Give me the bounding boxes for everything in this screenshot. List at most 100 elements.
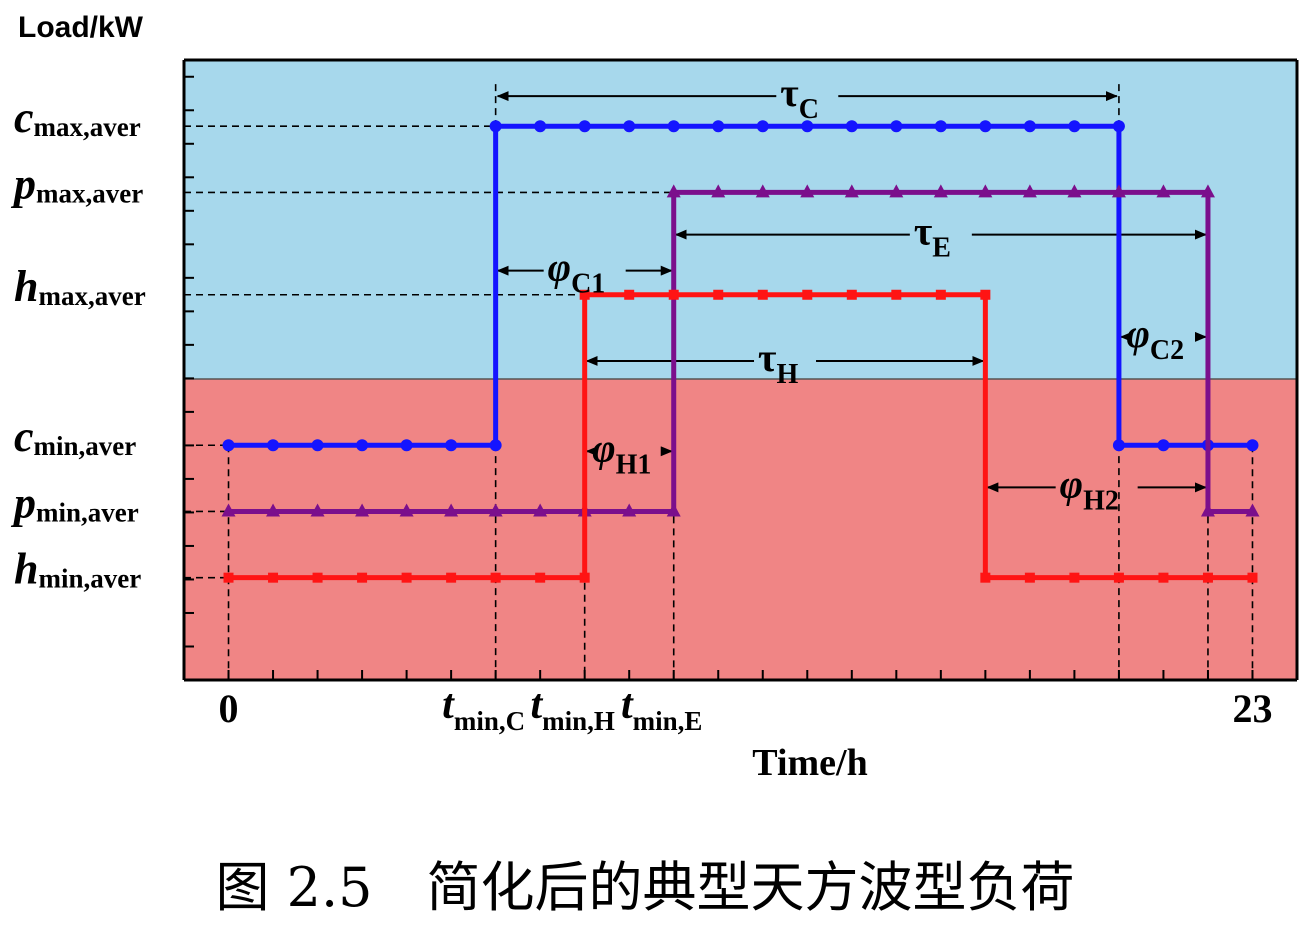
marker-h: [1024, 572, 1035, 583]
marker-h: [223, 572, 234, 583]
marker-h: [1113, 572, 1124, 583]
marker-c: [534, 120, 547, 133]
marker-h: [980, 572, 991, 583]
marker-p: [711, 184, 726, 198]
marker-p: [755, 184, 770, 198]
marker-p: [1067, 184, 1082, 198]
region-1: [184, 379, 1297, 680]
marker-c: [1157, 439, 1170, 452]
marker-h: [1202, 572, 1213, 583]
marker-h: [1069, 572, 1080, 583]
axes: [182, 58, 1299, 682]
marker-p: [978, 184, 993, 198]
marker-h: [535, 572, 546, 583]
marker-h: [668, 289, 679, 300]
marker-c: [667, 120, 680, 133]
marker-p: [889, 184, 904, 198]
y-axis-label: Load/kW: [18, 11, 144, 44]
marker-c: [712, 120, 725, 133]
marker-p: [488, 503, 503, 517]
annotation-label-C2: φC2: [1126, 311, 1184, 366]
marker-p: [1200, 184, 1215, 198]
marker-c: [623, 120, 636, 133]
y-label-p_min: pmin,aver: [10, 478, 139, 527]
marker-p: [1156, 184, 1171, 198]
marker-c: [489, 120, 502, 133]
marker-h: [446, 572, 457, 583]
marker-c: [445, 439, 458, 452]
y-label-c_min: cmin,aver: [14, 412, 136, 461]
marker-c: [979, 120, 992, 133]
marker-h: [579, 289, 590, 300]
marker-p: [800, 184, 815, 198]
marker-c: [890, 120, 903, 133]
marker-c: [489, 439, 502, 452]
marker-h: [357, 572, 368, 583]
labels: τC τE τH φC1 φC2 φH1 φH2 cmax,aver pmax,aver hmax…: [10, 70, 1272, 736]
marker-p: [444, 503, 459, 517]
marker-c: [801, 120, 814, 133]
marker-p: [1111, 184, 1126, 198]
marker-h: [757, 289, 768, 300]
marker-p: [533, 503, 548, 517]
x-tick-label: 23: [1232, 686, 1272, 731]
marker-h: [579, 572, 590, 583]
marker-c: [1068, 120, 1081, 133]
marker-h: [624, 289, 635, 300]
region-0: [184, 60, 1297, 380]
marker-p: [666, 184, 681, 198]
marker-h: [268, 572, 279, 583]
marker-p: [355, 503, 370, 517]
marker-h: [312, 572, 323, 583]
marker-p: [399, 503, 414, 517]
marker-c: [1112, 120, 1125, 133]
marker-h: [891, 289, 902, 300]
annotation-label-H1: φH1: [592, 425, 651, 480]
marker-c: [1023, 120, 1036, 133]
y-label-h_min: hmin,aver: [14, 545, 141, 594]
marker-h: [935, 289, 946, 300]
x-tick-label: 0: [219, 686, 239, 731]
marker-h: [713, 289, 724, 300]
marker-p: [844, 184, 859, 198]
marker-c: [356, 439, 369, 452]
y-label-c_max: cmax,aver: [14, 93, 141, 142]
marker-p: [1022, 184, 1037, 198]
y-label-p_max: pmax,aver: [10, 159, 143, 208]
marker-p: [1245, 503, 1260, 517]
marker-h: [802, 289, 813, 300]
marker-p: [310, 503, 325, 517]
marker-c: [400, 439, 413, 452]
annotation-label-H: τH: [758, 335, 798, 390]
marker-h: [401, 572, 412, 583]
marker-p: [221, 503, 236, 517]
marker-c: [756, 120, 769, 133]
figure-caption: 图 2.5 简化后的典型天方波型负荷: [215, 856, 1074, 919]
annotation-label-E: τE: [914, 209, 951, 264]
marker-p: [622, 503, 637, 517]
marker-c: [845, 120, 858, 133]
marker-h: [1158, 572, 1169, 583]
series-lines: [221, 120, 1260, 583]
marker-c: [267, 439, 280, 452]
marker-c: [222, 439, 235, 452]
annotation-label-H2: φH2: [1060, 461, 1119, 516]
marker-p: [666, 503, 681, 517]
marker-p: [1200, 503, 1215, 517]
marker-c: [1112, 439, 1125, 452]
x-tick-label-min,E: tmin,E: [621, 682, 702, 736]
marker-h: [490, 572, 501, 583]
marker-p: [266, 503, 281, 517]
y-label-h_max: hmax,aver: [14, 262, 146, 311]
marker-h: [980, 289, 991, 300]
marker-h: [1247, 572, 1258, 583]
annotation-label-C1: φC1: [548, 245, 606, 300]
annotation-arrows: [496, 91, 1207, 493]
marker-p: [933, 184, 948, 198]
x-tick-label-min,H: tmin,H: [530, 682, 614, 736]
marker-c: [1246, 439, 1259, 452]
x-tick-label-min,C: tmin,C: [442, 682, 525, 736]
annotation-label-C: τC: [780, 70, 819, 125]
marker-h: [846, 289, 857, 300]
